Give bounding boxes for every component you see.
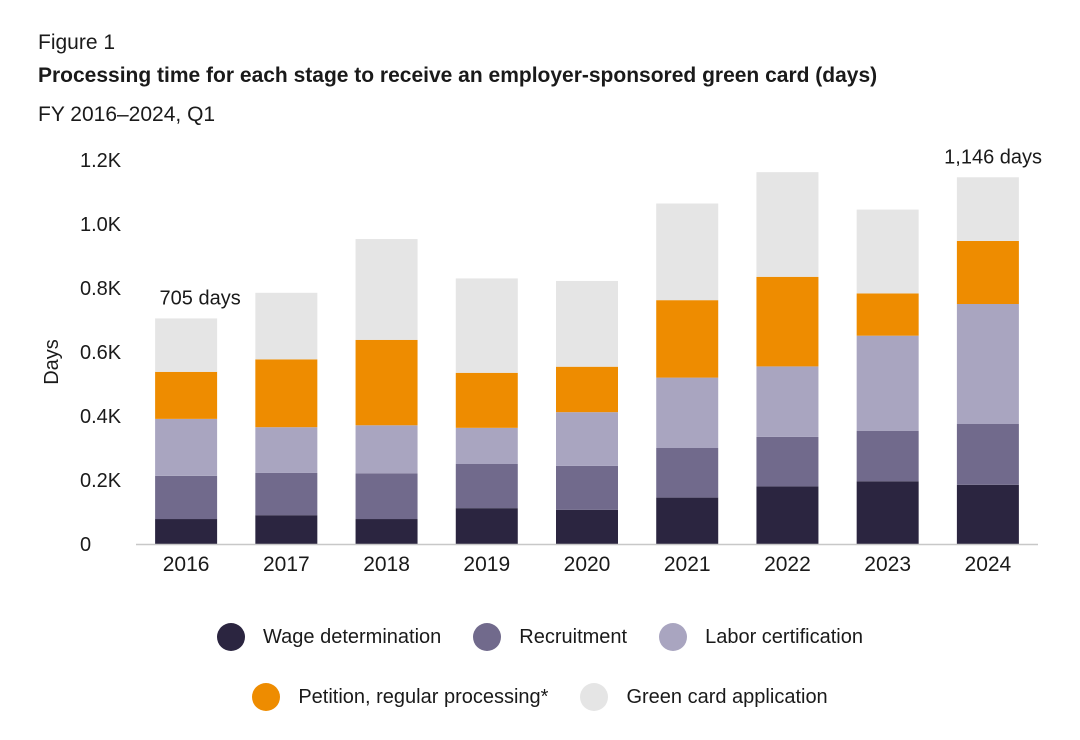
chart-subtitle: FY 2016–2024, Q1 <box>38 103 216 126</box>
bar-segment-green-card-application-2021 <box>656 203 719 301</box>
legend-swatch-wage-determination <box>217 623 246 651</box>
total-annotation-2016: 705 days <box>160 287 241 309</box>
y-axis-label: Days <box>41 339 63 385</box>
bar-segment-recruitment-2017 <box>255 472 318 516</box>
y-tick-label: 0.8K <box>80 278 122 300</box>
bar-segment-wage-determination-2023 <box>856 481 919 544</box>
x-tick-label: 2019 <box>463 553 510 576</box>
y-tick-label: 1.0K <box>80 214 122 236</box>
bar-segment-recruitment-2023 <box>856 430 919 482</box>
bar-segment-petition-regular-processing-2024 <box>956 240 1019 304</box>
legend-row-1: Wage determination Recruitment Labor cer… <box>0 623 1080 651</box>
figure-label: Figure 1 <box>38 31 116 54</box>
legend-item-recruitment: Recruitment <box>473 623 627 651</box>
bar-segment-labor-certification-2021 <box>656 377 719 448</box>
bar-segment-wage-determination-2022 <box>756 486 819 544</box>
chart-title: Processing time for each stage to receiv… <box>38 64 878 87</box>
x-tick-label: 2023 <box>864 553 911 576</box>
legend-item-green-card-application: Green card application <box>580 683 828 711</box>
bar-segment-petition-regular-processing-2020 <box>556 366 618 413</box>
bar-segment-petition-regular-processing-2016 <box>155 371 218 419</box>
x-tick-label: 2016 <box>163 553 210 576</box>
legend-label: Wage determination <box>263 625 442 648</box>
y-tick-label: 0.2K <box>80 470 122 492</box>
bar-segment-green-card-application-2020 <box>556 280 618 367</box>
bar-segment-petition-regular-processing-2023 <box>856 293 919 336</box>
bar-segment-wage-determination-2019 <box>455 508 518 544</box>
bar-segment-labor-certification-2020 <box>556 412 618 466</box>
bar-segment-green-card-application-2024 <box>956 177 1019 241</box>
x-tick-label: 2018 <box>363 553 410 576</box>
legend-item-petition: Petition, regular processing* <box>252 683 548 711</box>
bar-segment-labor-certification-2019 <box>455 427 518 464</box>
bar-segment-labor-certification-2016 <box>155 418 218 476</box>
y-tick-label: 0.6K <box>80 342 122 364</box>
bar-segment-petition-regular-processing-2017 <box>255 359 318 428</box>
y-tick-label: 0 <box>80 534 91 556</box>
bar-segment-wage-determination-2016 <box>155 519 218 544</box>
bar-segment-petition-regular-processing-2018 <box>355 339 418 426</box>
x-tick-label: 2020 <box>564 553 611 576</box>
legend-item-labor-certification: Labor certification <box>659 623 863 651</box>
bar-segment-recruitment-2019 <box>455 464 518 509</box>
bar-segment-recruitment-2018 <box>355 473 418 520</box>
bar-segment-labor-certification-2018 <box>355 425 418 474</box>
bar-segment-green-card-application-2018 <box>355 239 418 340</box>
bar-segment-petition-regular-processing-2019 <box>455 372 518 428</box>
bar-segment-labor-certification-2022 <box>756 366 819 437</box>
bar-segment-wage-determination-2021 <box>656 497 719 544</box>
bar-segment-wage-determination-2017 <box>255 515 318 544</box>
bar-segment-labor-certification-2017 <box>255 427 318 473</box>
legend-swatch-labor-certification <box>659 623 688 651</box>
bar-segment-wage-determination-2018 <box>355 519 418 544</box>
bar-segment-green-card-application-2016 <box>155 318 218 372</box>
legend-label: Green card application <box>626 685 828 708</box>
bar-segment-wage-determination-2024 <box>956 484 1019 544</box>
legend-label: Recruitment <box>519 625 628 648</box>
legend-item-wage-determination: Wage determination <box>217 623 441 651</box>
stacked-bar-chart: 0 0.2K 0.4K 0.6K 0.8K 1.0K 1.2K Days 2016 2017 201… <box>41 146 1042 576</box>
bar-segment-recruitment-2021 <box>656 448 719 498</box>
bar-segment-green-card-application-2022 <box>756 172 819 277</box>
bar-segment-labor-certification-2023 <box>856 335 919 431</box>
legend-label: Petition, regular processing* <box>298 685 549 708</box>
y-tick-label: 1.2K <box>80 150 122 172</box>
legend-label: Labor certification <box>705 625 863 648</box>
x-tick-label: 2024 <box>965 553 1012 576</box>
bar-segment-wage-determination-2020 <box>556 509 618 544</box>
legend-swatch-petition <box>252 683 281 711</box>
total-annotation-2024: 1,146 days <box>944 146 1042 168</box>
y-tick-label: 0.4K <box>80 406 122 428</box>
bar-segment-green-card-application-2023 <box>856 209 919 294</box>
legend-swatch-recruitment <box>473 623 502 651</box>
legend-swatch-green-card-application <box>580 683 609 711</box>
bar-segment-petition-regular-processing-2021 <box>656 300 719 378</box>
bar-segment-recruitment-2020 <box>556 465 618 510</box>
bar-segment-recruitment-2022 <box>756 436 819 487</box>
x-tick-label: 2017 <box>263 553 310 576</box>
bar-segment-petition-regular-processing-2022 <box>756 276 819 367</box>
bar-segment-recruitment-2024 <box>956 424 1019 485</box>
bar-segment-labor-certification-2024 <box>956 304 1019 424</box>
bar-segment-recruitment-2016 <box>155 475 218 520</box>
bar-segment-green-card-application-2017 <box>255 292 318 360</box>
legend-row-2: Petition, regular processing* Green card… <box>0 683 1080 711</box>
x-tick-label: 2022 <box>764 553 811 576</box>
bar-segment-green-card-application-2019 <box>455 278 518 373</box>
x-tick-label: 2021 <box>664 553 711 576</box>
